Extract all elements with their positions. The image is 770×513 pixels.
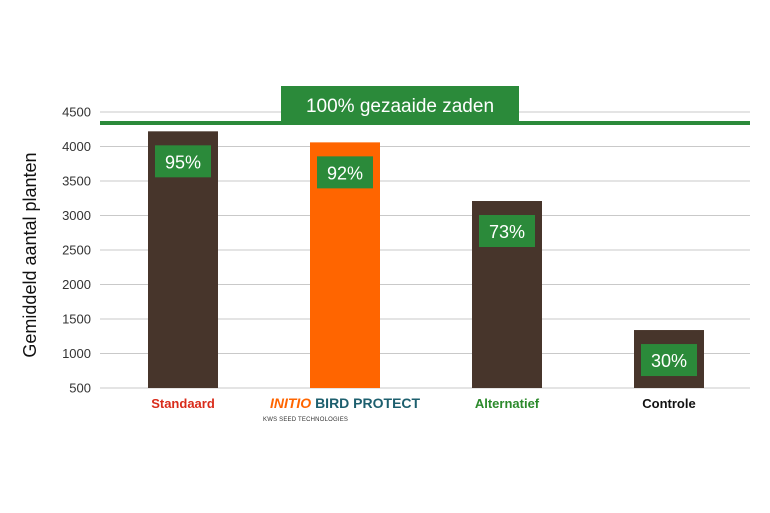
percent-label: 95% <box>165 152 201 172</box>
y-tick-label: 1500 <box>62 312 91 327</box>
y-tick-label: 2000 <box>62 277 91 292</box>
reference-label-box <box>281 86 519 124</box>
percent-label: 73% <box>489 222 525 242</box>
x-category-label: INITIO BIRD PROTECT <box>270 395 421 411</box>
reference-label: 100% gezaaide zaden <box>306 96 494 117</box>
percent-label-box <box>641 344 697 377</box>
percent-label: 30% <box>651 351 687 371</box>
percent-label-box <box>317 156 373 189</box>
y-tick-label: 500 <box>69 381 91 396</box>
x-category-label: Standaard <box>151 396 215 411</box>
brand-name-part: INITIO <box>270 395 315 411</box>
x-category-label: Alternatief <box>475 396 540 411</box>
y-axis-label: Gemiddeld aantal planten <box>20 152 40 357</box>
y-tick-label: 3500 <box>62 174 91 189</box>
percent-label: 92% <box>327 163 363 183</box>
percent-label-box <box>155 145 211 178</box>
brand-name-part: BIRD PROTECT <box>315 395 420 411</box>
y-tick-label: 1000 <box>62 346 91 361</box>
reference-line-group: 100% gezaaide zaden <box>100 86 750 126</box>
y-tick-label: 2500 <box>62 243 91 258</box>
y-tick-label: 4000 <box>62 139 91 154</box>
brand-sublabel: KWS SEED TECHNOLOGIES <box>263 417 348 423</box>
y-tick-label: 4500 <box>62 105 91 120</box>
x-category-labels: Standaard INITIO BIRD PROTECT KWS SEED TEC… <box>151 395 696 423</box>
y-tick-label: 3000 <box>62 208 91 223</box>
y-tick-labels: 500 1000 1500 2000 2500 3000 3500 4000 4500 <box>62 105 91 396</box>
bars: 95% 92% 73% 30% <box>148 131 704 388</box>
percent-label-box <box>479 215 535 248</box>
x-category-label: Controle <box>642 396 695 411</box>
